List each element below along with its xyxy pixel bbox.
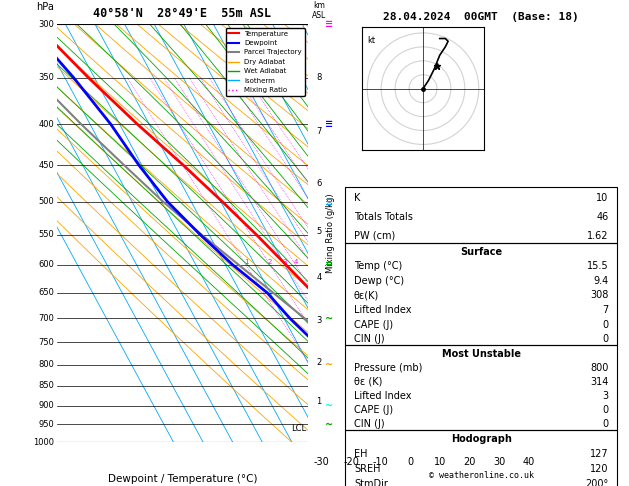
Text: 46: 46 <box>596 212 608 222</box>
Text: Surface: Surface <box>460 247 502 257</box>
Text: 550: 550 <box>38 230 54 239</box>
Text: 5: 5 <box>316 227 322 236</box>
Text: 1.62: 1.62 <box>587 230 608 241</box>
Text: 3: 3 <box>316 316 322 326</box>
Text: 9.4: 9.4 <box>593 276 608 286</box>
Text: θε (K): θε (K) <box>354 377 382 387</box>
Text: 4: 4 <box>316 273 322 282</box>
Text: 600: 600 <box>38 260 54 269</box>
Text: 900: 900 <box>38 401 54 410</box>
Text: CAPE (J): CAPE (J) <box>354 320 393 330</box>
Text: ~: ~ <box>325 313 333 324</box>
Text: 30: 30 <box>493 457 505 467</box>
Bar <box>345 243 617 345</box>
Text: K: K <box>354 193 360 203</box>
Text: km
ASL: km ASL <box>312 0 326 20</box>
Text: 1: 1 <box>244 259 248 265</box>
Text: 10: 10 <box>596 193 608 203</box>
Text: Dewpoint / Temperature (°C): Dewpoint / Temperature (°C) <box>108 473 257 484</box>
Text: Totals Totals: Totals Totals <box>354 212 413 222</box>
Bar <box>345 430 617 486</box>
Text: 28.04.2024  00GMT  (Base: 18): 28.04.2024 00GMT (Base: 18) <box>383 12 579 22</box>
Text: 1000: 1000 <box>33 438 54 447</box>
Text: 850: 850 <box>38 382 54 390</box>
Text: SREH: SREH <box>354 464 381 474</box>
Text: 10: 10 <box>434 457 446 467</box>
Text: © weatheronline.co.uk: © weatheronline.co.uk <box>429 471 533 480</box>
Text: 3: 3 <box>603 391 608 401</box>
Bar <box>345 345 617 430</box>
Text: 40°58'N  28°49'E  55m ASL: 40°58'N 28°49'E 55m ASL <box>93 7 272 20</box>
Text: 0: 0 <box>603 320 608 330</box>
Text: 0: 0 <box>603 419 608 430</box>
Text: 0: 0 <box>603 405 608 415</box>
Text: 1: 1 <box>316 398 322 406</box>
Text: Dewp (°C): Dewp (°C) <box>354 276 404 286</box>
Text: 800: 800 <box>590 363 608 373</box>
Text: -20: -20 <box>343 457 359 467</box>
Text: Lifted Index: Lifted Index <box>354 305 411 315</box>
Text: 40: 40 <box>523 457 535 467</box>
Text: 350: 350 <box>38 73 54 82</box>
Text: -30: -30 <box>314 457 330 467</box>
Text: 308: 308 <box>590 291 608 300</box>
Text: 120: 120 <box>590 464 608 474</box>
Text: kt: kt <box>367 36 376 45</box>
Text: 650: 650 <box>38 288 54 297</box>
Text: 4: 4 <box>294 259 298 265</box>
Text: 2: 2 <box>268 259 272 265</box>
Text: 3: 3 <box>282 259 287 265</box>
Text: LCL: LCL <box>292 424 307 433</box>
Text: ~: ~ <box>325 419 333 430</box>
Text: 0: 0 <box>407 457 413 467</box>
Text: 700: 700 <box>38 314 54 323</box>
Text: ≡: ≡ <box>325 197 333 207</box>
Text: 6: 6 <box>316 178 322 188</box>
Text: Pressure (mb): Pressure (mb) <box>354 363 422 373</box>
Text: CIN (J): CIN (J) <box>354 334 384 344</box>
Text: Lifted Index: Lifted Index <box>354 391 411 401</box>
Text: 300: 300 <box>38 20 54 29</box>
Text: EH: EH <box>354 449 367 459</box>
Text: 314: 314 <box>590 377 608 387</box>
Text: Mixing Ratio (g/kg): Mixing Ratio (g/kg) <box>326 193 335 273</box>
Text: ~: ~ <box>325 400 333 411</box>
Text: CAPE (J): CAPE (J) <box>354 405 393 415</box>
Text: ≡: ≡ <box>325 19 333 29</box>
Text: 2: 2 <box>316 358 322 367</box>
Text: ~: ~ <box>325 360 333 370</box>
Text: 500: 500 <box>38 197 54 206</box>
Text: θε(K): θε(K) <box>354 291 379 300</box>
Text: 400: 400 <box>38 120 54 129</box>
Text: ≡: ≡ <box>325 260 333 270</box>
Text: 750: 750 <box>38 338 54 347</box>
Text: 7: 7 <box>316 126 322 136</box>
Text: Hodograph: Hodograph <box>451 434 511 444</box>
Text: 15.5: 15.5 <box>587 261 608 271</box>
Bar <box>345 187 617 243</box>
Text: Temp (°C): Temp (°C) <box>354 261 402 271</box>
Text: 200°: 200° <box>585 479 608 486</box>
Text: -10: -10 <box>373 457 389 467</box>
Text: 7: 7 <box>602 305 608 315</box>
Text: PW (cm): PW (cm) <box>354 230 395 241</box>
Text: 450: 450 <box>38 160 54 170</box>
Text: 950: 950 <box>38 420 54 429</box>
Text: 800: 800 <box>38 360 54 369</box>
Text: hPa: hPa <box>36 2 54 12</box>
Text: 0: 0 <box>603 334 608 344</box>
Legend: Temperature, Dewpoint, Parcel Trajectory, Dry Adiabat, Wet Adiabat, Isotherm, Mi: Temperature, Dewpoint, Parcel Trajectory… <box>226 28 304 96</box>
Text: CIN (J): CIN (J) <box>354 419 384 430</box>
Text: ≡: ≡ <box>325 119 333 129</box>
Text: 20: 20 <box>464 457 476 467</box>
Text: 8: 8 <box>316 73 322 82</box>
Text: StmDir: StmDir <box>354 479 387 486</box>
Text: Most Unstable: Most Unstable <box>442 348 521 359</box>
Text: 127: 127 <box>590 449 608 459</box>
